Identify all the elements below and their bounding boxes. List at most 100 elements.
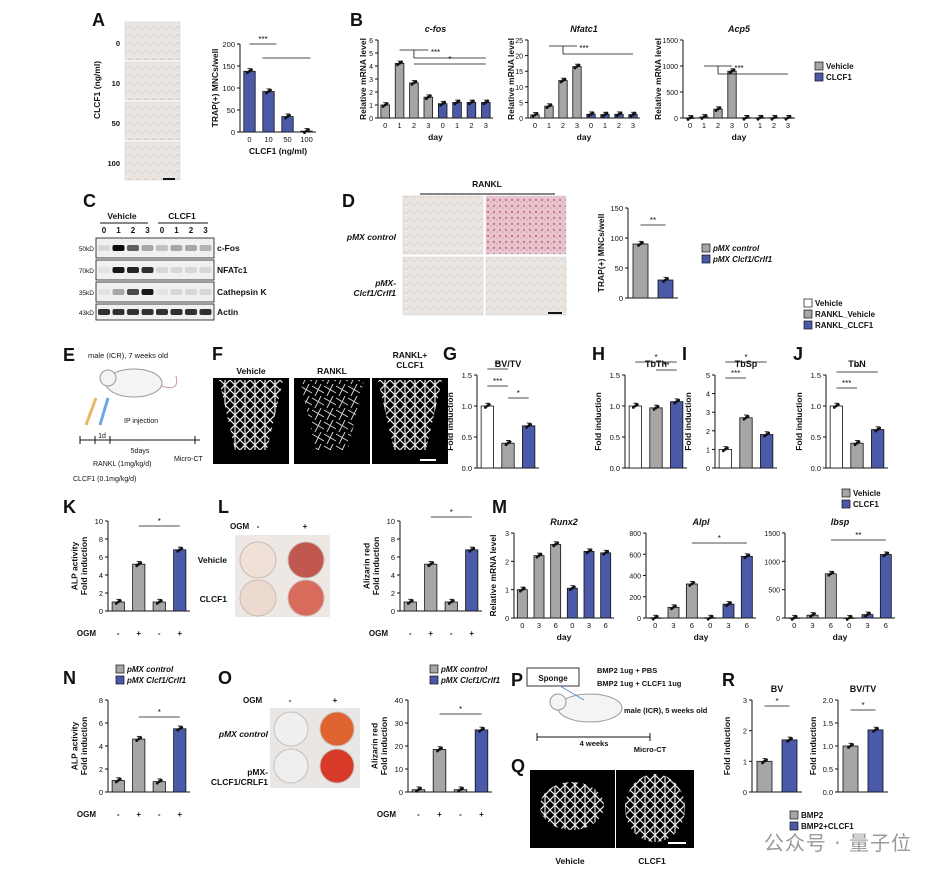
data-point — [686, 118, 690, 121]
x-tick-label: 1 — [397, 121, 401, 130]
data-point — [457, 99, 461, 103]
panel-letter-h: H — [592, 344, 605, 364]
row-label: pMX-Clcf1/Crlf1 — [353, 278, 396, 298]
bar — [879, 554, 892, 619]
blot-strip — [95, 259, 215, 281]
bar-chart-r-1: 0.0 0.5 1.0 1.5 2.0 Fold induction BV/TV — [808, 684, 888, 797]
x-tick-label: 0 — [383, 121, 387, 130]
x-tick-label: 0 — [653, 621, 657, 630]
data-point — [710, 614, 714, 618]
mouse-head — [549, 693, 567, 711]
data-point — [763, 759, 766, 763]
blot-band — [112, 309, 125, 315]
legend-entry: BMP2 — [801, 811, 824, 820]
y-tick-label: 40 — [395, 696, 403, 705]
y-tick-label: 4 — [706, 390, 710, 399]
data-point — [670, 607, 673, 611]
y-axis-label: Relative mRNA level — [358, 38, 368, 120]
band-label: Actin — [217, 307, 238, 317]
data-point — [246, 71, 249, 75]
data-point — [813, 612, 816, 616]
blot-band — [185, 309, 197, 315]
clcf1-label: CLCF1 (0.1mg/kg/d) — [73, 476, 136, 483]
pointer — [559, 685, 585, 701]
scale-bar — [668, 842, 686, 844]
col-sign: + — [333, 696, 338, 705]
y-axis-label: ALP activityFold induction — [69, 717, 89, 776]
blot-band — [185, 289, 197, 295]
data-point — [765, 433, 769, 436]
panel-f: F Vehicle RANKL RANKL+ CLCF1 — [212, 344, 448, 464]
data-point — [424, 97, 428, 101]
blot-band — [156, 245, 168, 251]
data-point — [829, 572, 833, 576]
data-point — [831, 570, 835, 574]
y-tick-label: 8 — [99, 696, 103, 705]
y-tick-label: 50 — [615, 264, 623, 273]
micro-ct-image — [300, 380, 364, 450]
bar — [824, 573, 837, 619]
bar — [558, 80, 568, 119]
bar — [516, 589, 528, 619]
chart-title: BV/TV — [850, 684, 877, 694]
y-tick-label: 1 — [505, 588, 509, 595]
data-point — [716, 107, 720, 111]
data-point — [767, 431, 771, 435]
panel-letter-b: B — [350, 10, 363, 30]
bar — [423, 96, 434, 119]
legend-entry: Vehicle — [826, 62, 854, 71]
x-axis-label: day — [694, 632, 709, 642]
mouse-label: male (ICR), 5 weeks old — [624, 706, 708, 715]
panel-letter-q: Q — [511, 756, 525, 776]
x-tick-label: 10 — [264, 135, 272, 144]
data-point — [265, 91, 268, 95]
data-point — [745, 554, 749, 558]
bar — [600, 552, 612, 619]
data-point — [786, 739, 789, 743]
ogm-sign: - — [459, 810, 462, 819]
data-point — [485, 404, 489, 408]
significance-label: * — [775, 697, 778, 706]
data-point — [563, 77, 567, 81]
chart-title: Alpl — [692, 517, 710, 527]
data-point — [396, 63, 399, 67]
data-point — [849, 744, 852, 748]
ip-label: IP injection — [124, 418, 158, 425]
bar — [424, 563, 438, 612]
x-axis-label: day — [833, 632, 848, 642]
data-point — [116, 779, 120, 782]
data-point — [440, 746, 443, 750]
data-point — [654, 406, 658, 410]
x-tick-label: 100 — [300, 135, 313, 144]
data-point — [851, 743, 854, 746]
y-tick-label: 1.0 — [811, 402, 821, 411]
y-tick-label: 1.5 — [823, 719, 833, 728]
significance-label: * — [448, 55, 451, 64]
ct-label: Micro-CT — [174, 456, 203, 463]
data-point — [303, 131, 306, 135]
y-axis-label: TRAP(+) MNCs/well — [596, 214, 606, 293]
legend-swatch — [841, 499, 851, 509]
data-point — [651, 617, 655, 621]
label-line: Clcf1/Crlf1 — [353, 288, 396, 298]
bar — [871, 429, 885, 469]
data-point — [832, 406, 836, 409]
x-tick-label: 1 — [758, 121, 762, 130]
y-tick-label: 400 — [629, 574, 641, 581]
data-point — [484, 101, 488, 104]
bar — [572, 66, 582, 119]
data-point — [742, 417, 746, 421]
data-point — [758, 116, 762, 120]
chart-title: TbN — [848, 359, 866, 369]
data-point — [248, 69, 251, 73]
bar — [394, 63, 405, 119]
y-tick-label: 0 — [99, 607, 103, 616]
data-point — [135, 564, 139, 568]
label-line: Fold induction — [371, 537, 381, 596]
bar-chart-o: 0 10 20 30 40 Alizarin redFold induction — [369, 696, 492, 797]
y-tick-label: 4 — [391, 571, 395, 580]
y-tick-label: 2 — [505, 559, 509, 566]
bar-chart-i: 0 1 2 3 4 5 Fold induction TbSp — [683, 359, 777, 473]
